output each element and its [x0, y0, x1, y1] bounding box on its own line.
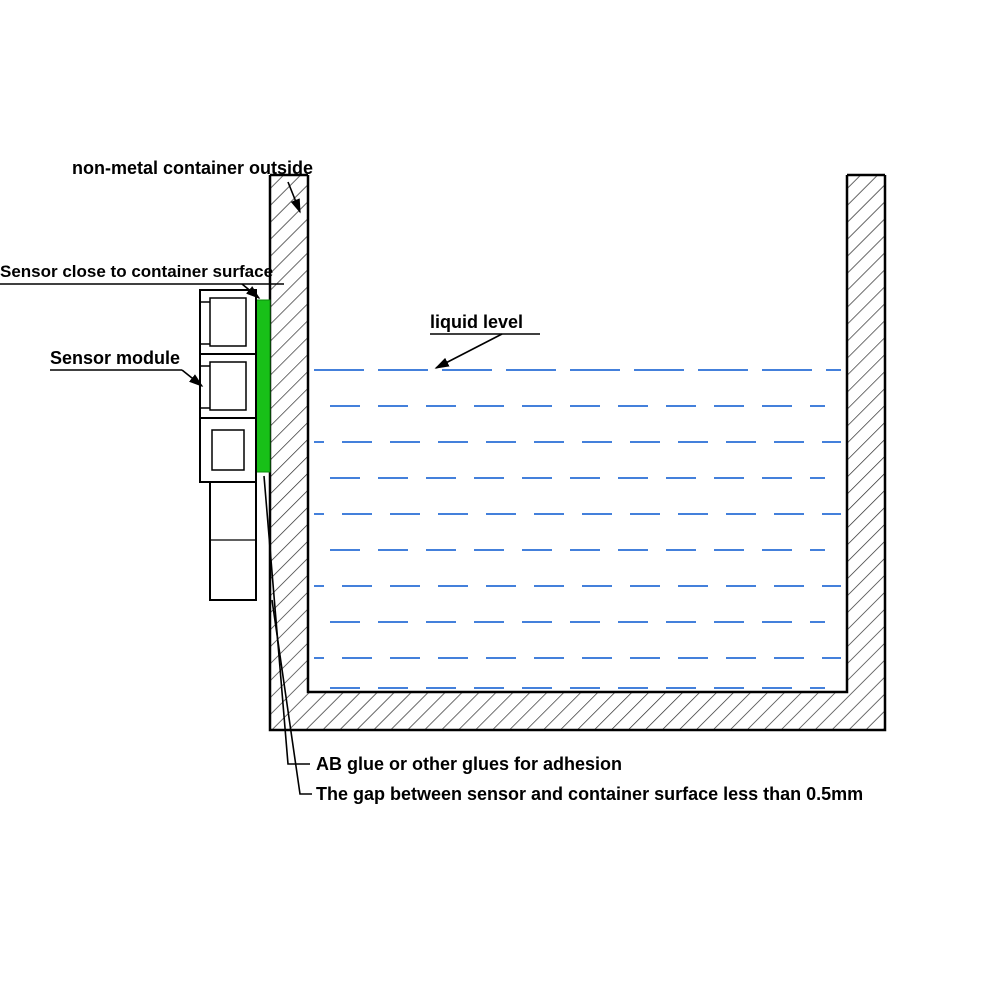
container — [270, 175, 885, 730]
label-glue: AB glue or other glues for adhesion — [316, 754, 622, 775]
sensor-module — [200, 290, 256, 600]
label-container-outside: non-metal container outside — [72, 158, 313, 179]
label-sensor-surface: Sensor close to container surface — [0, 262, 273, 282]
container-inner-outline — [308, 175, 847, 692]
sensor-container-diagram — [0, 0, 1000, 1000]
container-wall-hatch — [270, 175, 885, 730]
arrow-liquid-level — [436, 334, 502, 368]
glue-strip — [256, 300, 270, 472]
sensor-tail — [210, 482, 256, 600]
liquid — [314, 370, 841, 688]
label-gap: The gap between sensor and container sur… — [316, 784, 863, 805]
label-liquid-level: liquid level — [430, 312, 523, 333]
label-sensor-module: Sensor module — [50, 348, 180, 369]
container-outer-outline — [270, 175, 885, 730]
